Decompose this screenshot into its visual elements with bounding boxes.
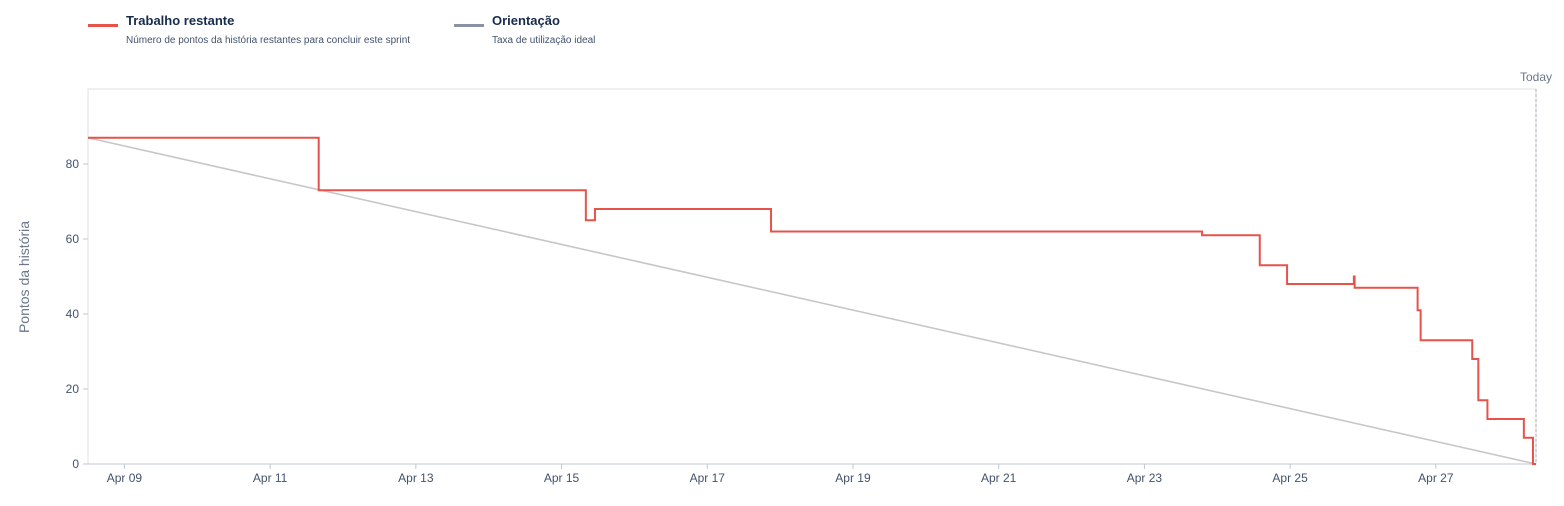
y-axis: 0 20 40 60 80: [66, 157, 88, 471]
y-tick-label: 60: [66, 232, 80, 246]
plot-frame: [87, 88, 1537, 465]
x-tick-label: Apr 15: [544, 471, 580, 485]
chart-legend: Trabalho restante Número de pontos da hi…: [88, 13, 688, 53]
x-tick-label: Apr 19: [835, 471, 871, 485]
x-tick-label: Apr 09: [107, 471, 143, 485]
x-axis: Apr 09 Apr 11 Apr 13 Apr 15 Apr 17 Apr 19 Apr …: [107, 464, 1454, 485]
legend-swatch-remaining-work: [88, 24, 118, 27]
x-tick-label: Apr 27: [1418, 471, 1454, 485]
series-line-guideline: [87, 136, 1537, 465]
x-tick-label: Apr 23: [1127, 471, 1163, 485]
series-group: [87, 136, 1537, 465]
y-tick-label: 20: [66, 382, 80, 396]
y-tick-label: 80: [66, 157, 80, 171]
x-tick-label: Apr 25: [1272, 471, 1308, 485]
legend-swatch-guideline: [454, 24, 484, 27]
legend-name-guideline: Orientação: [492, 13, 560, 28]
legend-desc-remaining-work: Número de pontos da história restantes p…: [126, 35, 411, 46]
today-label: Today: [1520, 70, 1552, 84]
x-tick-label: Apr 17: [690, 471, 726, 485]
x-tick-label: Apr 13: [398, 471, 434, 485]
series-line-remaining-work: [88, 136, 1536, 465]
x-tick-label: Apr 21: [981, 471, 1017, 485]
legend-name-remaining-work: Trabalho restante: [126, 13, 235, 28]
y-tick-label: 40: [66, 307, 80, 321]
y-tick-label: 0: [72, 457, 79, 471]
legend-desc-guideline: Taxa de utilização ideal: [492, 35, 596, 46]
x-tick-label: Apr 11: [253, 471, 288, 485]
y-axis-title: Pontos da história: [16, 221, 32, 333]
